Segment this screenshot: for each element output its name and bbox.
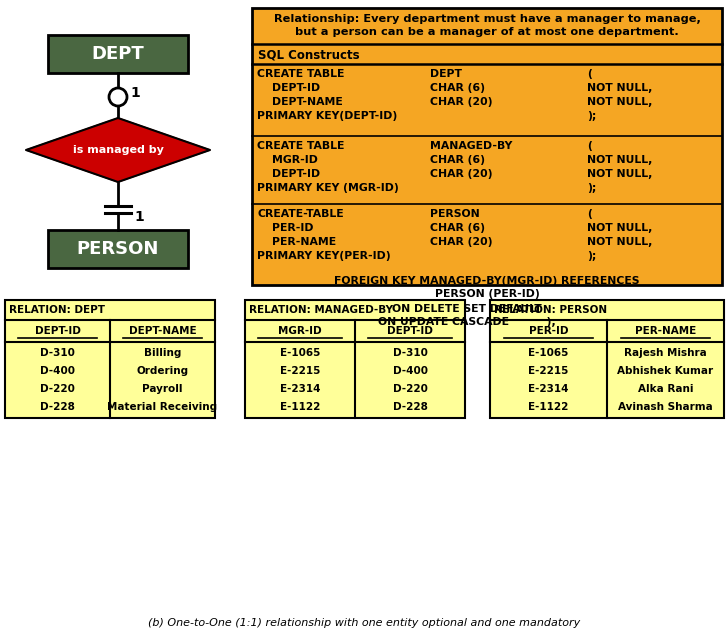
Text: Abhishek Kumar: Abhishek Kumar: [617, 366, 713, 376]
Text: E-1122: E-1122: [280, 402, 320, 412]
Text: CREATE TABLE
    DEPT-ID
    DEPT-NAME
PRIMARY KEY(DEPT-ID): CREATE TABLE DEPT-ID DEPT-NAME PRIMARY K…: [257, 69, 397, 121]
Text: D-228: D-228: [40, 402, 75, 412]
FancyBboxPatch shape: [48, 230, 188, 268]
Circle shape: [109, 88, 127, 106]
Text: ON DELETE SET DEFAULT: ON DELETE SET DEFAULT: [392, 304, 542, 314]
Text: Alka Rani: Alka Rani: [638, 384, 693, 394]
Text: RELATION: DEPT: RELATION: DEPT: [9, 305, 105, 315]
Text: DEPT-ID: DEPT-ID: [387, 326, 433, 336]
Text: Relationship: Every department must have a manager to manage,: Relationship: Every department must have…: [274, 14, 700, 24]
Text: Ordering: Ordering: [136, 366, 189, 376]
Text: CREATE-TABLE
    PER-ID
    PER-NAME
PRIMARY KEY(PER-ID): CREATE-TABLE PER-ID PER-NAME PRIMARY KEY…: [257, 209, 391, 261]
Text: PERSON
CHAR (6)
CHAR (20): PERSON CHAR (6) CHAR (20): [430, 209, 493, 247]
Text: (
NOT NULL,
NOT NULL,
);: ( NOT NULL, NOT NULL, );: [587, 69, 652, 121]
Text: PERSON (PER-ID): PERSON (PER-ID): [435, 289, 539, 299]
Text: D-400: D-400: [40, 366, 75, 376]
Text: E-1122: E-1122: [529, 402, 569, 412]
Text: PER-ID: PER-ID: [529, 326, 569, 336]
Polygon shape: [26, 118, 210, 182]
Text: D-220: D-220: [40, 384, 75, 394]
Text: E-2215: E-2215: [529, 366, 569, 376]
Text: DEPT
CHAR (6)
CHAR (20): DEPT CHAR (6) CHAR (20): [430, 69, 493, 107]
Text: Payroll: Payroll: [142, 384, 183, 394]
Text: Material Receiving: Material Receiving: [108, 402, 218, 412]
Text: MGR-ID: MGR-ID: [278, 326, 322, 336]
Text: Rajesh Mishra: Rajesh Mishra: [624, 348, 707, 358]
Text: E-2215: E-2215: [280, 366, 320, 376]
Text: 1: 1: [130, 86, 140, 100]
Text: E-2314: E-2314: [529, 384, 569, 394]
Text: D-310: D-310: [40, 348, 75, 358]
Text: D-400: D-400: [392, 366, 427, 376]
Text: PERSON: PERSON: [77, 240, 159, 258]
Text: E-1065: E-1065: [280, 348, 320, 358]
Text: CREATE TABLE
    MGR-ID
    DEPT-ID
PRIMARY KEY (MGR-ID): CREATE TABLE MGR-ID DEPT-ID PRIMARY KEY …: [257, 141, 399, 193]
Text: DEPT-NAME: DEPT-NAME: [129, 326, 197, 336]
Text: (b) One-to-One (1:1) relationship with one entity optional and one mandatory: (b) One-to-One (1:1) relationship with o…: [148, 618, 580, 628]
FancyBboxPatch shape: [48, 35, 188, 73]
Text: D-220: D-220: [392, 384, 427, 394]
Text: is managed by: is managed by: [73, 145, 164, 155]
FancyBboxPatch shape: [490, 300, 724, 418]
Text: D-228: D-228: [392, 402, 427, 412]
Text: Billing: Billing: [144, 348, 181, 358]
Text: RELATION: MANAGED-BY: RELATION: MANAGED-BY: [249, 305, 393, 315]
Text: DEPT-ID: DEPT-ID: [34, 326, 80, 336]
FancyBboxPatch shape: [252, 8, 722, 285]
Text: FOREIGN KEY MANAGED-BY(MGR-ID) REFERENCES: FOREIGN KEY MANAGED-BY(MGR-ID) REFERENCE…: [334, 276, 640, 286]
Text: SQL Constructs: SQL Constructs: [258, 48, 360, 61]
FancyBboxPatch shape: [5, 300, 215, 418]
Text: D-310: D-310: [392, 348, 427, 358]
Text: E-1065: E-1065: [529, 348, 569, 358]
Text: ON UPDATE CASCADE          );: ON UPDATE CASCADE );: [378, 317, 556, 327]
Text: MANAGED-BY
CHAR (6)
CHAR (20): MANAGED-BY CHAR (6) CHAR (20): [430, 141, 513, 179]
Text: 1: 1: [134, 210, 143, 224]
Text: Avinash Sharma: Avinash Sharma: [618, 402, 713, 412]
Text: PER-NAME: PER-NAME: [635, 326, 696, 336]
Text: (
NOT NULL,
NOT NULL,
);: ( NOT NULL, NOT NULL, );: [587, 209, 652, 261]
Text: but a person can be a manager of at most one department.: but a person can be a manager of at most…: [295, 27, 679, 37]
Text: (
NOT NULL,
NOT NULL,
);: ( NOT NULL, NOT NULL, );: [587, 141, 652, 193]
Text: E-2314: E-2314: [280, 384, 320, 394]
Text: DEPT: DEPT: [92, 45, 144, 63]
Text: RELATION: PERSON: RELATION: PERSON: [494, 305, 607, 315]
FancyBboxPatch shape: [245, 300, 465, 418]
